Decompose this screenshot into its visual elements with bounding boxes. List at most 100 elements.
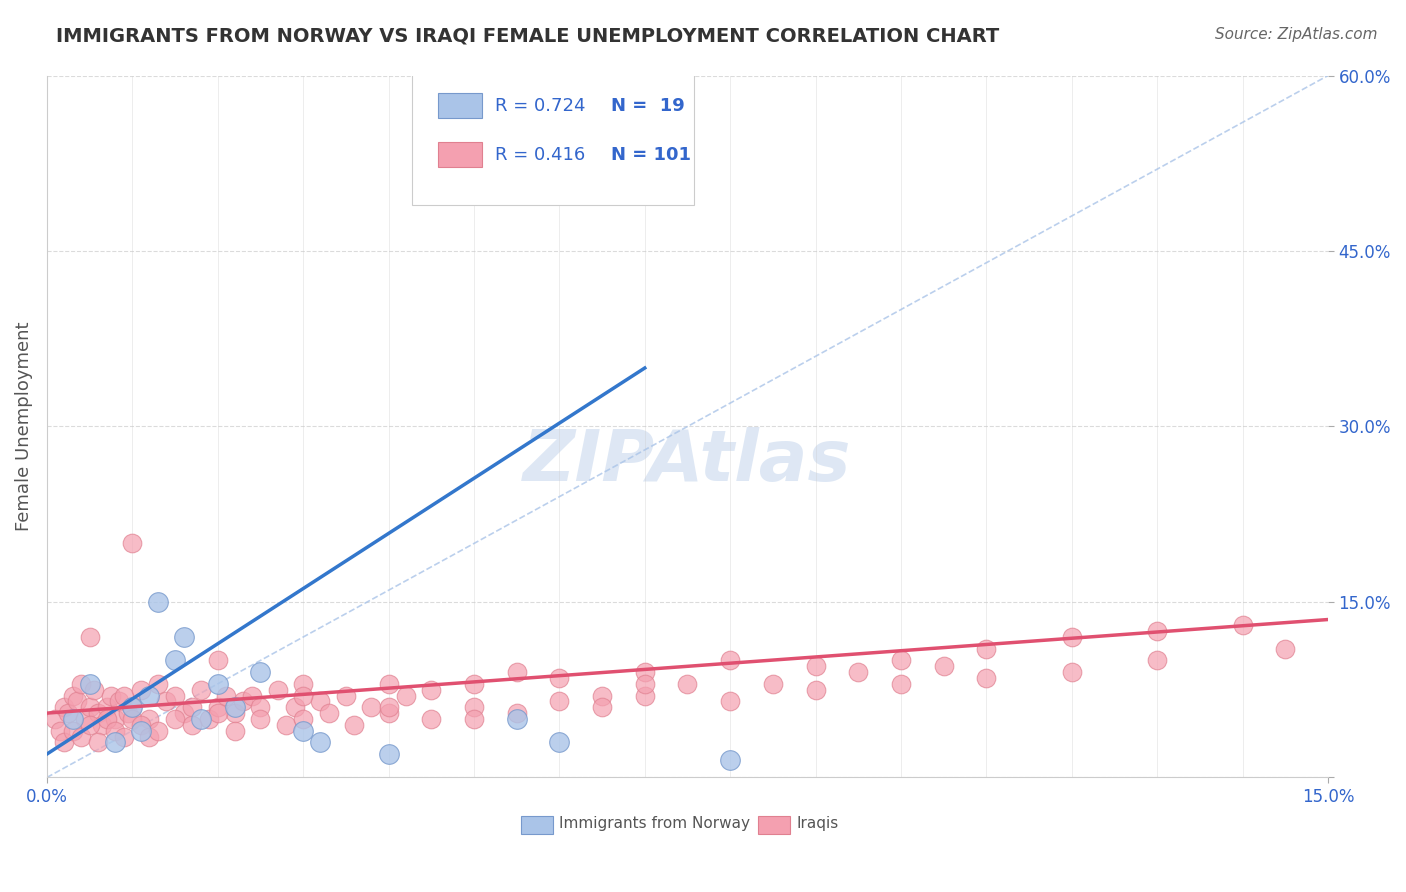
Iraqis xyxy=(108,694,131,708)
Iraqis xyxy=(292,689,315,703)
Immigrants from Norway xyxy=(718,753,741,767)
Iraqis xyxy=(70,730,93,744)
Iraqis xyxy=(173,706,195,720)
Iraqis xyxy=(377,700,399,714)
Iraqis xyxy=(112,730,135,744)
Iraqis xyxy=(207,706,229,720)
Immigrants from Norway xyxy=(163,653,186,667)
Iraqis xyxy=(1232,618,1254,632)
Iraqis xyxy=(129,682,152,697)
Iraqis xyxy=(207,700,229,714)
Iraqis xyxy=(83,682,105,697)
Text: Source: ZipAtlas.com: Source: ZipAtlas.com xyxy=(1215,27,1378,42)
Iraqis xyxy=(58,706,80,720)
Iraqis xyxy=(52,735,75,749)
Bar xyxy=(437,142,482,167)
Immigrants from Norway xyxy=(121,700,143,714)
Iraqis xyxy=(224,706,246,720)
Iraqis xyxy=(548,694,571,708)
Iraqis xyxy=(394,689,416,703)
Iraqis xyxy=(75,712,97,726)
Immigrants from Norway xyxy=(548,735,571,749)
Iraqis xyxy=(266,682,288,697)
FancyBboxPatch shape xyxy=(412,72,695,205)
Iraqis xyxy=(591,700,613,714)
Iraqis xyxy=(420,712,443,726)
Iraqis xyxy=(343,718,366,732)
Iraqis xyxy=(804,659,827,673)
Text: N =  19: N = 19 xyxy=(610,96,685,115)
Iraqis xyxy=(121,700,143,714)
Immigrants from Norway xyxy=(249,665,271,680)
Text: Immigrants from Norway: Immigrants from Norway xyxy=(560,815,751,830)
Immigrants from Norway xyxy=(377,747,399,761)
Iraqis xyxy=(1060,630,1083,644)
Iraqis xyxy=(207,653,229,667)
Y-axis label: Female Unemployment: Female Unemployment xyxy=(15,322,32,532)
Iraqis xyxy=(121,712,143,726)
Iraqis xyxy=(138,730,160,744)
Bar xyxy=(437,93,482,118)
Iraqis xyxy=(104,723,127,738)
Iraqis xyxy=(121,536,143,550)
Iraqis xyxy=(44,712,66,726)
Iraqis xyxy=(309,694,332,708)
Immigrants from Norway xyxy=(190,712,212,726)
Iraqis xyxy=(976,671,998,685)
Iraqis xyxy=(87,735,110,749)
Iraqis xyxy=(249,712,271,726)
Text: R = 0.416: R = 0.416 xyxy=(495,145,585,164)
Iraqis xyxy=(890,677,912,691)
Iraqis xyxy=(292,712,315,726)
Iraqis xyxy=(318,706,340,720)
Iraqis xyxy=(762,677,785,691)
Iraqis xyxy=(804,682,827,697)
Immigrants from Norway xyxy=(292,723,315,738)
Iraqis xyxy=(79,700,101,714)
Text: ZIPAtlas: ZIPAtlas xyxy=(523,427,852,496)
Iraqis xyxy=(96,712,118,726)
Immigrants from Norway xyxy=(207,677,229,691)
Iraqis xyxy=(676,677,699,691)
Iraqis xyxy=(181,718,204,732)
Iraqis xyxy=(70,677,93,691)
Iraqis xyxy=(505,665,527,680)
Iraqis xyxy=(634,677,657,691)
Iraqis xyxy=(463,700,485,714)
Iraqis xyxy=(292,677,315,691)
Iraqis xyxy=(890,653,912,667)
Iraqis xyxy=(505,706,527,720)
Immigrants from Norway xyxy=(505,712,527,726)
Iraqis xyxy=(335,689,357,703)
Immigrants from Norway xyxy=(104,735,127,749)
Iraqis xyxy=(190,682,212,697)
Iraqis xyxy=(634,689,657,703)
Iraqis xyxy=(66,694,89,708)
Iraqis xyxy=(87,706,110,720)
Iraqis xyxy=(155,694,177,708)
Iraqis xyxy=(138,712,160,726)
Iraqis xyxy=(224,723,246,738)
Iraqis xyxy=(112,689,135,703)
Iraqis xyxy=(62,689,84,703)
Iraqis xyxy=(104,712,127,726)
Iraqis xyxy=(117,706,139,720)
Iraqis xyxy=(591,689,613,703)
Immigrants from Norway xyxy=(224,700,246,714)
Immigrants from Norway xyxy=(79,677,101,691)
Iraqis xyxy=(129,718,152,732)
Immigrants from Norway xyxy=(173,630,195,644)
Immigrants from Norway xyxy=(138,689,160,703)
Text: R = 0.724: R = 0.724 xyxy=(495,96,586,115)
Iraqis xyxy=(1146,653,1168,667)
Iraqis xyxy=(634,665,657,680)
Text: N = 101: N = 101 xyxy=(610,145,690,164)
Iraqis xyxy=(48,723,70,738)
Iraqis xyxy=(163,712,186,726)
Text: Iraqis: Iraqis xyxy=(796,815,838,830)
Iraqis xyxy=(932,659,955,673)
Iraqis xyxy=(274,718,297,732)
Iraqis xyxy=(100,689,122,703)
Iraqis xyxy=(718,653,741,667)
Iraqis xyxy=(1146,624,1168,639)
